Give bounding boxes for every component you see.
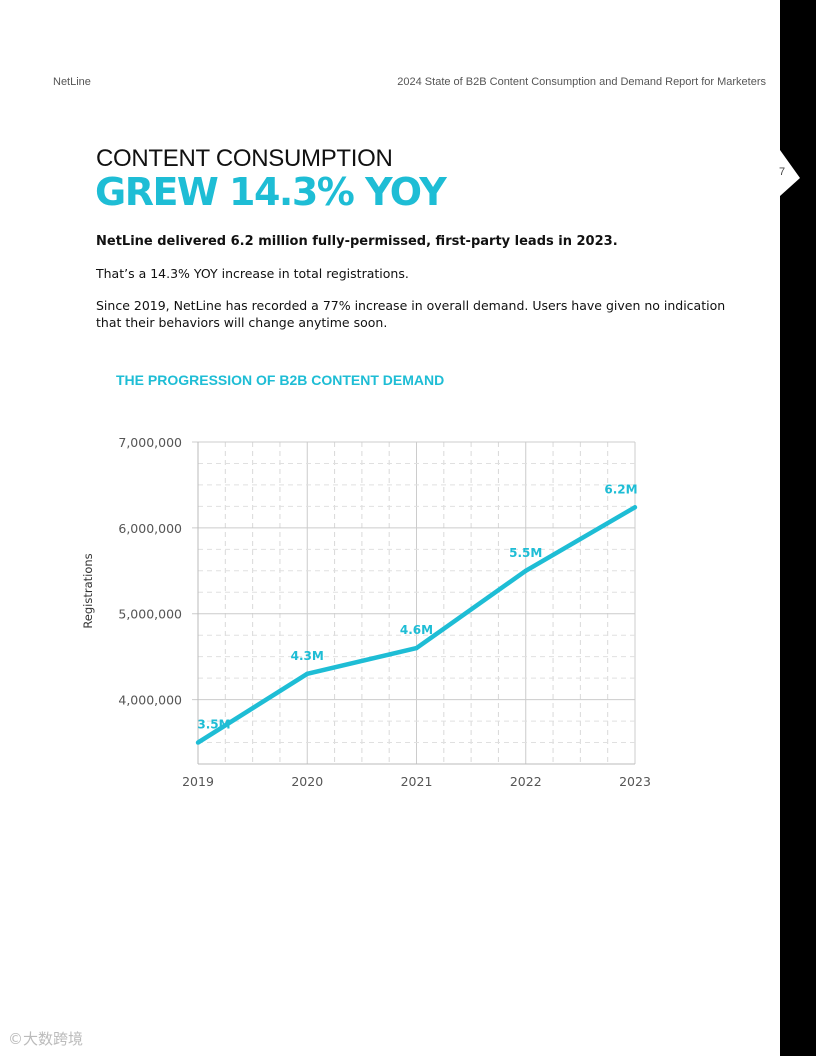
data-point [632, 505, 638, 510]
y-axis-label: Registrations [81, 553, 95, 628]
data-label: 3.5M [197, 718, 230, 732]
data-label: 6.2M [604, 482, 637, 496]
y-tick-label: 7,000,000 [118, 435, 182, 450]
data-point [414, 645, 419, 651]
body-paragraph-2: Since 2019, NetLine has recorded a 77% i… [96, 298, 726, 330]
page-tab [780, 0, 816, 1056]
y-tick-label: 5,000,000 [118, 607, 182, 622]
x-tick-label: 2021 [401, 774, 433, 789]
data-label: 4.6M [400, 623, 433, 637]
watermark: ©大数跨境 [8, 1030, 84, 1048]
data-point [523, 568, 528, 573]
data-point [305, 671, 310, 677]
section-title: CONTENT CONSUMPTION [96, 145, 393, 172]
data-label: 4.3M [291, 649, 324, 663]
y-tick-label: 6,000,000 [118, 521, 182, 536]
lead-paragraph: NetLine delivered 6.2 million fully-perm… [96, 234, 618, 249]
chart-title: THE PROGRESSION OF B2B CONTENT DEMAND [116, 372, 445, 388]
page-number: 7 [779, 166, 786, 178]
data-label: 5.5M [509, 546, 542, 560]
x-tick-label: 2020 [291, 774, 323, 789]
page-header-report-title: 2024 State of B2B Content Consumption an… [397, 76, 766, 88]
x-tick-label: 2023 [619, 774, 651, 789]
x-tick-label: 2022 [510, 774, 542, 789]
y-tick-label: 4,000,000 [118, 693, 182, 708]
data-point [195, 740, 201, 745]
x-tick-label: 2019 [182, 774, 214, 789]
headline: GREW 14.3% YOY [95, 170, 447, 214]
body-paragraph-1: That’s a 14.3% YOY increase in total reg… [96, 266, 409, 281]
page-header-brand: NetLine [53, 76, 91, 88]
page-tab-shape [780, 0, 816, 1056]
